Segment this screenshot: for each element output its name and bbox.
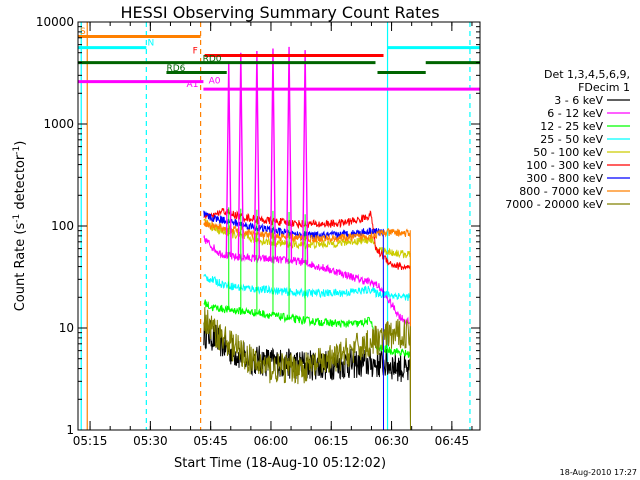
- state-label-1: N: [148, 38, 155, 48]
- y-axis-label-sup2: -1: [12, 146, 22, 155]
- state-label-0: S: [80, 27, 86, 37]
- state-label-3: RD0: [203, 54, 222, 64]
- x-tick-label-5: 06:30: [374, 434, 409, 448]
- y-axis-label-part2: detector: [13, 154, 28, 214]
- series-line-8: [203, 307, 411, 430]
- x-tick-label-1: 05:30: [133, 434, 168, 448]
- series-layer: [203, 46, 411, 430]
- legend-label-6: 300 - 800 keV: [526, 172, 603, 185]
- x-axis-label: Start Time (18-Aug-10 05:12:02): [174, 456, 386, 471]
- y-axis-label: Count Rate (s-1 detector-1): [12, 141, 28, 312]
- legend-label-3: 25 - 50 keV: [540, 133, 603, 146]
- state-label-4: RD6: [166, 64, 185, 74]
- flare-spike-5: [302, 50, 309, 263]
- axis-ticks: 1 10 100 1000 10000 05:15 05:30 05:45 06:00 06:15…: [36, 15, 480, 448]
- series-line-6: [203, 210, 384, 430]
- series-line-2: [203, 299, 411, 430]
- y-tick-label-2: 100: [51, 219, 74, 233]
- legend-header-2: FDecim 1: [578, 81, 630, 94]
- flare-spike-4: [285, 46, 293, 261]
- x-tick-label-3: 06:00: [254, 434, 289, 448]
- flare-spike-3: [269, 48, 277, 260]
- state-label-2: F: [193, 47, 198, 57]
- legend-label-1: 6 - 12 keV: [547, 107, 603, 120]
- flare-spike-2: [253, 50, 261, 259]
- y-tick-label-0: 1: [66, 423, 74, 437]
- chart-title: HESSI Observing Summary Count Rates: [120, 3, 439, 22]
- state-label-6: A0: [209, 76, 221, 86]
- footer-date: 18-Aug-2010 17:27: [560, 468, 637, 477]
- legend-label-5: 100 - 300 keV: [526, 159, 603, 172]
- series-line-1: [203, 235, 411, 430]
- x-tick-label-0: 05:15: [73, 434, 108, 448]
- y-tick-label-3: 1000: [43, 117, 74, 131]
- y-axis-label-sup1: -1: [12, 214, 22, 223]
- state-bars: [78, 35, 480, 91]
- legend-label-7: 800 - 7000 keV: [519, 185, 603, 198]
- x-tick-label-6: 06:45: [435, 434, 470, 448]
- y-axis-label-part1: Count Rate (s: [13, 223, 28, 312]
- legend-label-4: 50 - 100 keV: [533, 146, 603, 159]
- x-tick-label-4: 06:15: [314, 434, 349, 448]
- y-tick-label-4: 10000: [36, 15, 74, 29]
- legend-label-2: 12 - 25 keV: [540, 120, 603, 133]
- y-tick-label-1: 10: [59, 321, 74, 335]
- y-axis-label-part3: ): [13, 141, 28, 146]
- legend-label-8: 7000 - 20000 keV: [505, 198, 603, 211]
- x-tick-label-2: 05:45: [193, 434, 228, 448]
- series-line-3: [203, 273, 411, 430]
- legend-header-1: Det 1,3,4,5,6,9,: [544, 68, 630, 81]
- legend-label-0: 3 - 6 keV: [554, 94, 603, 107]
- state-label-5: A1: [187, 80, 199, 90]
- flare-spike-1: [237, 52, 244, 258]
